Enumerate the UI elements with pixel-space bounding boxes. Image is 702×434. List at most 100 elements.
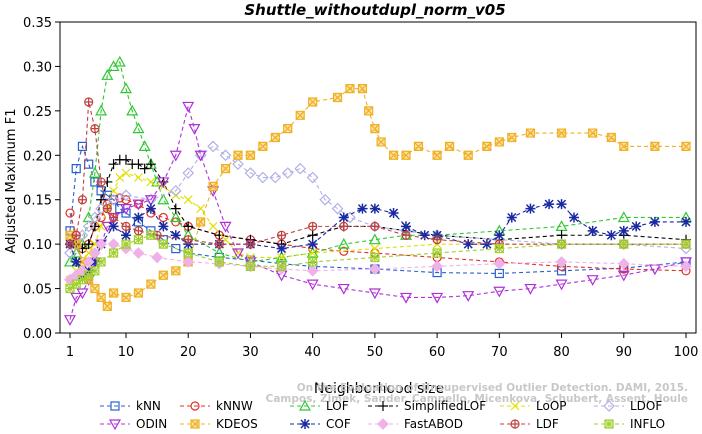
legend-marker-knnw bbox=[190, 401, 200, 411]
series-line-loop bbox=[69, 172, 686, 281]
data-point-ldf bbox=[121, 221, 131, 231]
data-point-ldof bbox=[82, 220, 95, 233]
data-point-kdeos bbox=[208, 181, 218, 191]
data-point-odin bbox=[157, 177, 170, 189]
data-point-kdeos bbox=[146, 279, 156, 289]
data-point-inflo bbox=[276, 261, 287, 271]
x-tick-label: 70 bbox=[491, 345, 508, 360]
data-point-simplifiedlof bbox=[139, 163, 150, 174]
data-point-odin bbox=[219, 221, 232, 233]
data-point-knn bbox=[84, 159, 94, 169]
data-point-loop bbox=[196, 204, 206, 214]
legend-label-fastabod: FastABOD bbox=[404, 417, 463, 431]
data-point-lof bbox=[138, 140, 151, 151]
data-point-odin bbox=[182, 101, 195, 113]
data-point-ldof bbox=[306, 171, 319, 184]
series-line-knnw bbox=[69, 197, 687, 272]
data-point-kdeos bbox=[283, 124, 293, 134]
data-point-inflo bbox=[245, 261, 256, 271]
data-point-ldf bbox=[214, 239, 224, 249]
data-point-ldf bbox=[65, 239, 75, 249]
data-point-ldof bbox=[169, 184, 182, 197]
data-point-lof bbox=[95, 104, 108, 116]
data-point-odin bbox=[337, 283, 350, 295]
data-point-ldf bbox=[102, 204, 112, 214]
data-point-ldof bbox=[76, 229, 89, 242]
legend-item-ldf: LDF bbox=[500, 417, 559, 431]
data-point-loop bbox=[183, 195, 193, 205]
data-point-odin bbox=[524, 283, 537, 295]
data-point-cof bbox=[71, 256, 82, 267]
data-point-inflo bbox=[214, 257, 224, 267]
data-point-kdeos bbox=[258, 141, 268, 151]
data-point-lof bbox=[126, 104, 139, 116]
data-point-inflo bbox=[681, 239, 691, 249]
data-point-ldof bbox=[64, 247, 76, 259]
data-point-inflo bbox=[308, 257, 318, 267]
data-point-inflo bbox=[65, 283, 75, 294]
legend-item-simplifiedlof: SimplifiedLOF bbox=[368, 399, 486, 413]
data-point-odin bbox=[368, 288, 381, 300]
series-line-ldof bbox=[69, 145, 687, 254]
data-point-cof bbox=[606, 230, 617, 241]
data-point-ldof bbox=[319, 193, 331, 206]
data-point-lof bbox=[157, 193, 170, 205]
data-point-kdeos bbox=[233, 150, 243, 160]
data-point-simplifiedlof bbox=[183, 221, 194, 232]
data-point-kdeos bbox=[507, 132, 517, 143]
data-point-kdeos bbox=[308, 97, 318, 107]
data-point-inflo bbox=[619, 239, 629, 249]
axes: 0.00 0.05 0.10 0.15 0.20 0.25 0.30 0.35 1 10 20 30 4… bbox=[23, 16, 698, 360]
chart-title: Shuttle_withoutdupl_norm_v05 bbox=[244, 1, 505, 19]
data-point-cof bbox=[369, 203, 380, 214]
legend-label-lof: LOF bbox=[326, 399, 349, 413]
data-point-kdeos bbox=[681, 141, 691, 151]
legend-label-ldof: LDOF bbox=[630, 399, 662, 413]
data-point-odin bbox=[194, 150, 207, 162]
data-point-ldof bbox=[269, 171, 282, 184]
plot-frame bbox=[59, 21, 697, 334]
series-line-lof bbox=[69, 61, 686, 263]
data-point-simplifiedlof bbox=[170, 203, 181, 214]
legend-label-inflo: INFLO bbox=[630, 417, 665, 431]
y-tick-label: 0.30 bbox=[23, 60, 52, 75]
data-point-cof bbox=[145, 203, 156, 214]
data-point-odin bbox=[63, 315, 77, 326]
legend-item-kdeos: KDEOS bbox=[180, 417, 258, 431]
data-point-cof bbox=[569, 212, 579, 223]
x-tick-label: 60 bbox=[429, 345, 446, 360]
data-point-odin bbox=[462, 291, 475, 302]
data-point-kdeos bbox=[388, 150, 399, 160]
legend-marker-lof bbox=[298, 399, 312, 411]
data-point-knn bbox=[71, 164, 81, 174]
data-point-loop bbox=[146, 177, 156, 187]
data-point-knnw bbox=[121, 195, 131, 205]
data-point-loop bbox=[134, 173, 143, 182]
data-point-kdeos bbox=[413, 141, 424, 151]
legend-item-cof: COF bbox=[290, 417, 351, 431]
data-point-inflo bbox=[556, 239, 567, 249]
legend-label-kdeos: KDEOS bbox=[216, 417, 258, 431]
y-axis-label: Adjusted Maximum F1 bbox=[4, 109, 19, 254]
legend-marker-odin bbox=[108, 419, 122, 431]
data-point-lof bbox=[213, 246, 226, 258]
data-point-kdeos bbox=[121, 292, 131, 303]
legend-label-odin: ODIN bbox=[136, 417, 167, 431]
data-point-cof bbox=[618, 225, 629, 236]
y-tick-label: 0.10 bbox=[23, 238, 52, 253]
data-point-ldof bbox=[107, 193, 120, 206]
data-point-kdeos bbox=[171, 266, 181, 276]
data-point-lof bbox=[169, 211, 182, 223]
data-point-ldof bbox=[182, 167, 195, 179]
data-point-lof bbox=[617, 211, 630, 223]
data-point-fastabod bbox=[151, 251, 163, 264]
data-point-odin bbox=[679, 257, 693, 269]
data-point-cof bbox=[401, 221, 411, 232]
data-point-cof bbox=[544, 199, 555, 210]
data-point-kdeos bbox=[90, 283, 100, 294]
data-point-fastabod bbox=[555, 256, 568, 268]
data-point-odin bbox=[144, 195, 157, 206]
data-point-fastabod bbox=[107, 238, 120, 250]
data-point-simplifiedlof bbox=[121, 154, 131, 165]
